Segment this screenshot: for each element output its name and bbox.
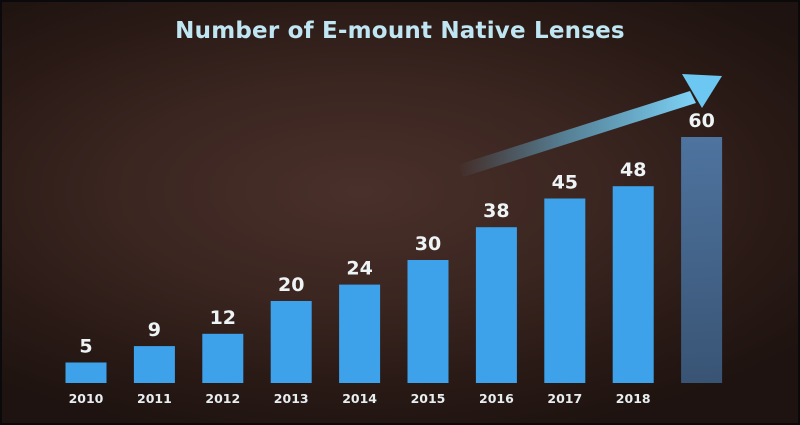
growth-arrow-head — [682, 74, 722, 108]
bar-2016 — [475, 227, 517, 383]
bar-2014 — [339, 284, 381, 383]
year-label: 2013 — [274, 391, 309, 406]
growth-arrow-shaft — [457, 91, 696, 177]
value-label: 24 — [346, 258, 372, 280]
bar-2013 — [270, 301, 312, 383]
bar-2012 — [202, 333, 244, 383]
year-label: 2012 — [205, 391, 240, 406]
value-label: 45 — [552, 172, 578, 194]
year-label: 2014 — [342, 391, 377, 406]
value-label: 60 — [688, 110, 714, 132]
chart-title: Number of E-mount Native Lenses — [175, 18, 625, 44]
bar-projected — [681, 137, 723, 383]
bar-2018 — [612, 186, 654, 383]
year-label: 2015 — [411, 391, 446, 406]
value-label: 5 — [79, 336, 92, 358]
bar-2011 — [133, 346, 175, 383]
value-label: 48 — [620, 159, 646, 181]
bar-2015 — [407, 260, 449, 383]
value-label: 12 — [210, 307, 236, 329]
bar-2017 — [544, 198, 586, 383]
year-label: 2011 — [137, 391, 172, 406]
year-label: 2018 — [616, 391, 651, 406]
value-label: 9 — [148, 319, 161, 341]
year-label: 2016 — [479, 391, 514, 406]
year-label: 2010 — [69, 391, 104, 406]
bar-2010 — [65, 362, 107, 383]
value-label: 38 — [483, 200, 509, 222]
year-label: 2017 — [547, 391, 582, 406]
value-label: 30 — [415, 233, 441, 255]
value-label: 20 — [278, 274, 304, 296]
